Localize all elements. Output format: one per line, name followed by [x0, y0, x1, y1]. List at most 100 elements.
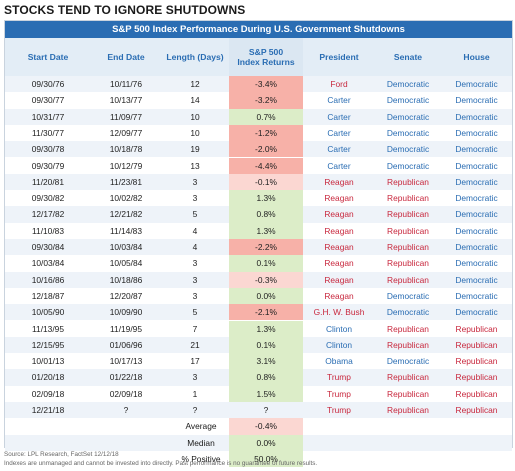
table-row: 10/05/90 10/09/90 5 -2.1% G.H. W. Bush Democr…: [5, 304, 512, 321]
cell-senate: Republican: [387, 225, 429, 236]
cell-senate: Democratic: [386, 127, 430, 138]
cell-return: 0.1%: [229, 336, 303, 354]
cell-president: Obama: [325, 356, 353, 367]
cell-senate: Republican: [387, 388, 429, 399]
cell-president: Reagan: [324, 209, 354, 220]
cell-end-date: 11/14/83: [110, 225, 142, 236]
cell-start-date: 12/18/87: [31, 290, 65, 301]
cell-return: -3.2%: [229, 92, 303, 109]
cell-start-date: 11/20/81: [32, 176, 64, 187]
cell-president: Reagan: [324, 274, 354, 285]
cell-house: Republican: [455, 372, 498, 383]
cell-house: Republican: [455, 339, 498, 350]
table-row: 10/03/84 10/05/84 3 0.1% Reagan Republican Dem…: [5, 255, 512, 272]
table-row: 12/21/18??? Trump Republican Republican: [5, 402, 512, 419]
cell-house: Democratic: [455, 209, 498, 220]
cell-house: Democratic: [455, 160, 498, 171]
cell-senate: Democratic: [386, 160, 430, 171]
cell-length: 10: [190, 111, 200, 122]
header-returns-line2: Index Returns: [237, 57, 295, 67]
cell-end-date: 10/18/78: [109, 144, 143, 155]
cell-senate: Republican: [387, 339, 429, 350]
cell-end-date: 10/18/86: [109, 274, 143, 285]
cell-start-date: 10/01/13: [31, 356, 65, 367]
cell-length: 21: [190, 339, 200, 350]
cell-end-date: 12/20/87: [109, 290, 143, 301]
footnote-source: Source: LPL Research, FactSet 12/12/18: [4, 451, 119, 458]
cell-senate: Democratic: [386, 356, 430, 367]
cell-length: 3: [192, 176, 198, 187]
cell-house: Democratic: [455, 127, 498, 138]
table-row: 10/01/13 10/17/13 17 3.1% Obama Democratic Rep…: [5, 353, 512, 370]
cell-house: Democratic: [455, 79, 498, 89]
cell-end-date: 10/09/90: [109, 307, 143, 318]
cell-start-date: 02/09/18: [31, 388, 65, 399]
cell-president: Carter: [327, 95, 351, 106]
table-row: 09/30/79 10/12/79 13 -4.4% Carter Democratic D…: [5, 157, 512, 174]
cell-president: Carter: [327, 127, 351, 138]
cell-senate: Republican: [387, 209, 429, 220]
cell-start-date: 10/05/90: [31, 307, 65, 318]
header-president: President: [319, 52, 359, 62]
cell-start-date: 09/30/78: [31, 144, 65, 155]
header-returns-line1: S&P 500: [248, 47, 284, 57]
cell-end-date: 10/05/84: [109, 258, 143, 269]
table-row: 11/13/95 11/19/95 7 1.3% Clinton Republican Re…: [5, 320, 512, 337]
cell-president: G.H. W. Bush: [313, 307, 365, 318]
cell-start-date: 09/30/82: [31, 193, 65, 204]
cell-return: 1.3%: [229, 320, 303, 337]
cell-president: Carter: [327, 160, 351, 171]
cell-return: 1.3%: [229, 222, 303, 239]
cell-start-date: 01/20/18: [31, 372, 65, 383]
table-header-row: Start Date End Date Length (Days) S&P 50…: [5, 38, 512, 76]
cell-senate: Democratic: [386, 290, 430, 301]
cell-house: Republican: [455, 388, 498, 399]
cell-house: Republican: [455, 356, 498, 367]
cell-length: 19: [190, 144, 200, 155]
cell-president: Reagan: [324, 176, 354, 187]
cell-president: Ford: [330, 79, 348, 89]
cell-return: -1.2%: [229, 124, 303, 142]
cell-length: 4: [192, 242, 198, 252]
table-row: 10/16/86 10/18/86 3 -0.3% Reagan Republican De…: [5, 271, 512, 288]
cell-length: 17: [190, 356, 200, 367]
cell-return: 0.8%: [229, 206, 303, 223]
table-row: 02/09/18 02/09/18 1 1.5% Trump Republican Repu…: [5, 385, 512, 402]
cell-start-date: 12/17/82: [31, 209, 65, 220]
summary-row: Average -0.4%: [5, 418, 512, 435]
cell-return: -0.1%: [229, 173, 303, 191]
cell-end-date: 11/09/77: [110, 111, 142, 122]
cell-length: ?: [192, 405, 198, 415]
cell-end-date: 10/02/82: [109, 193, 143, 204]
cell-end-date: 10/12/79: [109, 160, 143, 171]
header-length: Length (Days): [166, 52, 224, 62]
header-end-date: End Date: [107, 52, 145, 62]
cell-house: Democratic: [455, 193, 498, 204]
cell-president: Trump: [327, 372, 351, 383]
cell-president: Reagan: [324, 225, 354, 236]
footnote-disclaimer: Indexes are unmanaged and cannot be inve…: [4, 460, 318, 467]
cell-start-date: 10/03/84: [31, 258, 65, 269]
cell-senate: Democratic: [386, 144, 430, 155]
cell-senate: Republican: [387, 176, 429, 187]
cell-end-date: 11/23/81: [110, 176, 142, 187]
cell-start-date: 09/30/77: [31, 95, 65, 106]
cell-start-date: 11/10/83: [32, 225, 64, 236]
cell-house: Democratic: [455, 274, 498, 285]
cell-end-date: 10/11/76: [110, 79, 142, 89]
cell-length: 3: [192, 258, 198, 269]
cell-house: Democratic: [455, 258, 498, 269]
cell-start-date: 12/15/95: [31, 339, 65, 350]
table-row: 11/30/77 12/09/77 10 -1.2% Carter Democratic D…: [5, 124, 512, 142]
summary-row: % Positive 50.0%: [5, 450, 512, 468]
header-start-date: Start Date: [27, 52, 69, 62]
cell-senate: Republican: [387, 405, 429, 415]
cell-senate: Democratic: [386, 111, 430, 122]
summary-value: 50.0%: [229, 450, 303, 468]
cell-length: 5: [192, 209, 198, 220]
cell-house: Democratic: [455, 307, 498, 318]
cell-length: 7: [192, 323, 198, 334]
cell-end-date: ?: [123, 405, 129, 415]
cell-president: Carter: [327, 144, 351, 155]
cell-senate: Democratic: [386, 307, 430, 318]
